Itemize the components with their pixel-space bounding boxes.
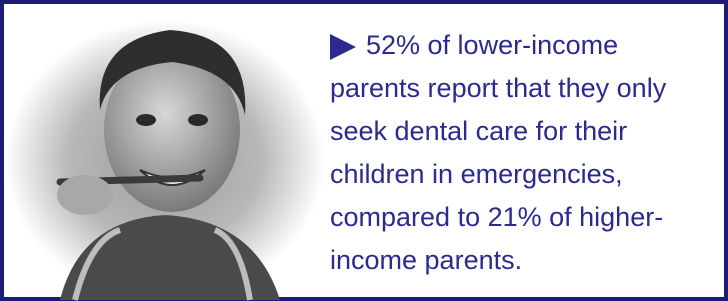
callout: 52% of lower-income parents report that … — [0, 0, 728, 301]
callout-line: children in emergencies, — [330, 159, 623, 189]
callout-line: parents report that they only — [330, 73, 667, 103]
callout-line: compared to 21% of higher- — [330, 202, 663, 232]
callout-line: seek dental care for their — [330, 116, 627, 146]
page: 52% of lower-income parents report that … — [0, 0, 728, 301]
photo — [5, 20, 325, 300]
callout-line: income parents. — [330, 245, 522, 275]
callout-line: 52% of lower-income — [366, 30, 618, 60]
